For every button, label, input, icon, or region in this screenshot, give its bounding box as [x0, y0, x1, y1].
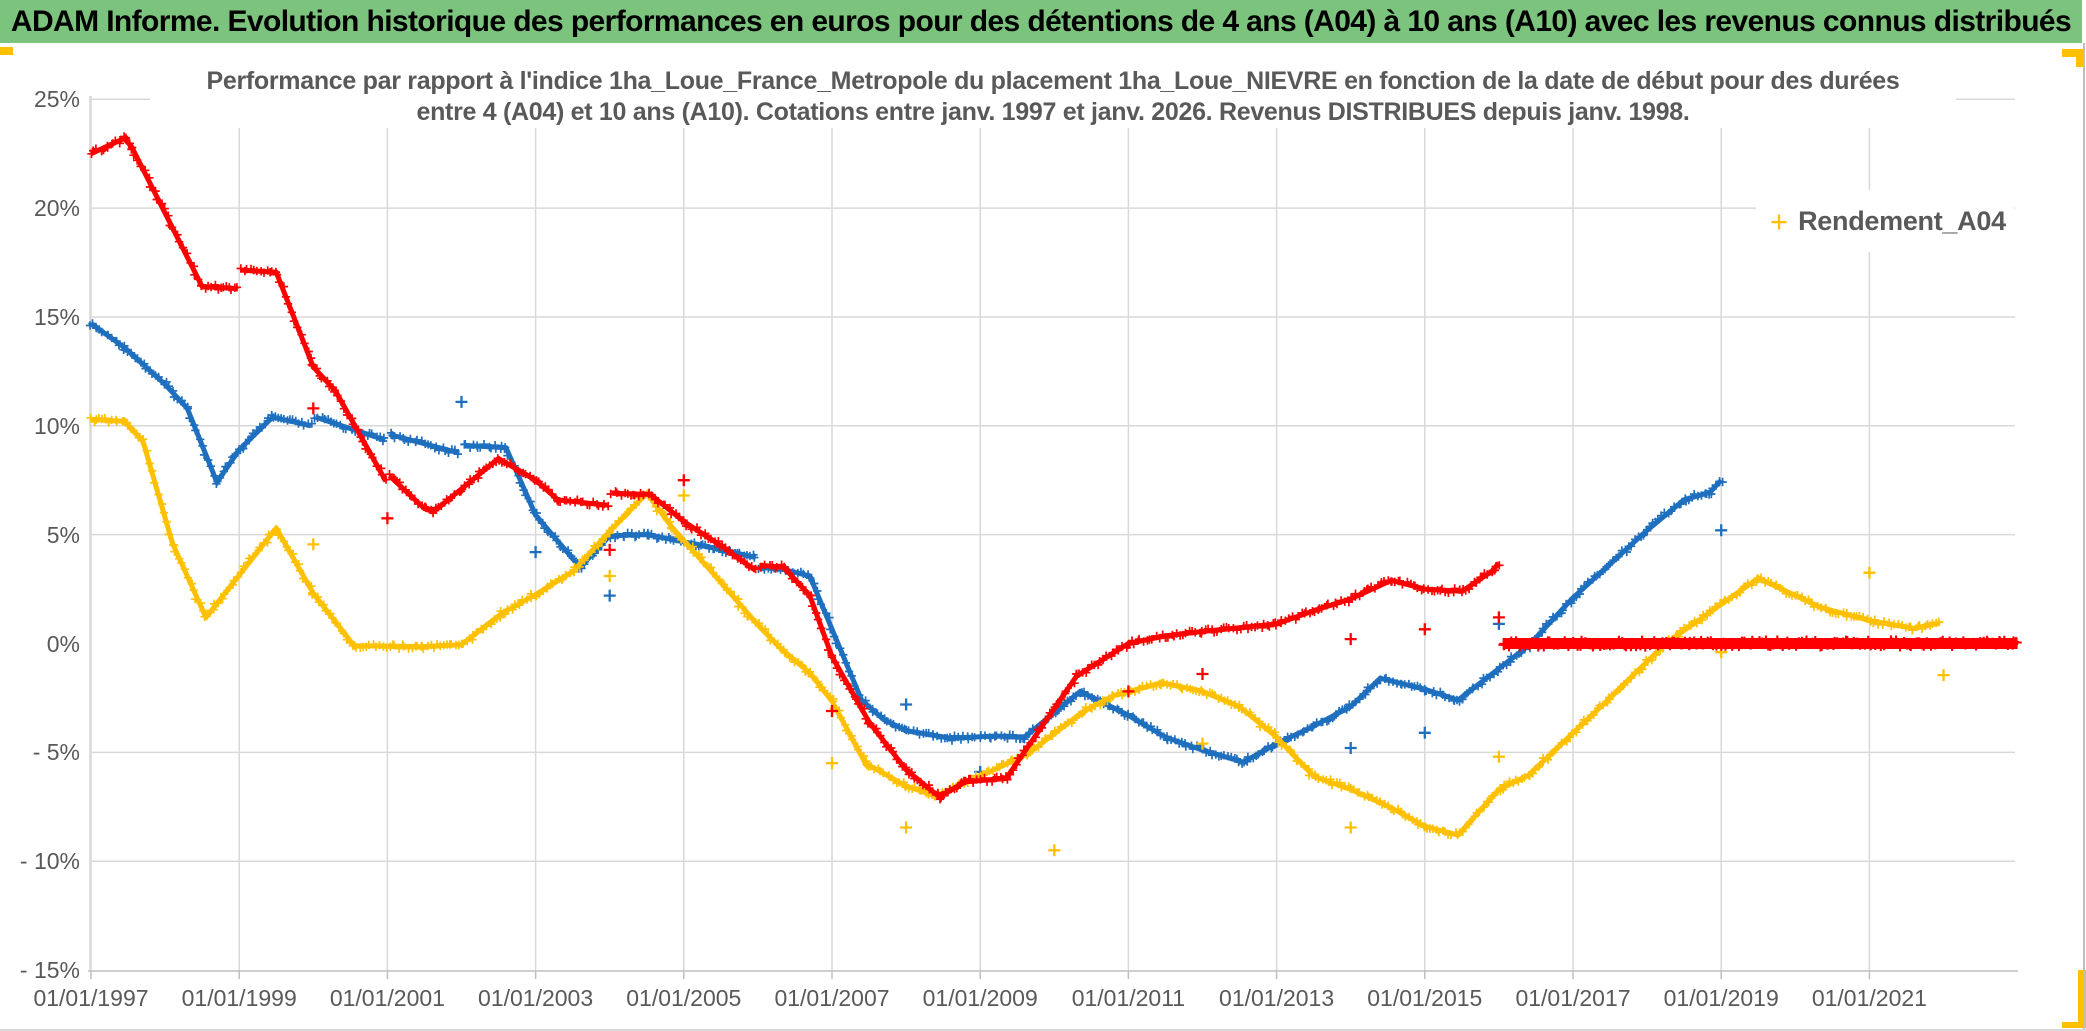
x-axis-label: 01/01/2021 [1811, 985, 1927, 1011]
window-border-right [2083, 43, 2085, 1031]
corner-accent-top-right-v [2076, 57, 2084, 67]
corner-accent-left [0, 47, 13, 55]
x-axis-label: 01/01/2019 [1663, 985, 1779, 1011]
series-red-zero-baseline-markers[interactable] [1498, 635, 2022, 652]
series-blue-a07-line[interactable] [759, 478, 1724, 765]
series-blue-a07-outlier-markers[interactable] [455, 395, 1728, 778]
x-axis-label: 01/01/2005 [626, 985, 742, 1011]
corner-accent-bottom-right-h [2062, 1022, 2086, 1028]
series-red-a10-outlier-markers[interactable] [307, 402, 1505, 717]
chart-title-line1: Performance par rapport à l'indice 1ha_L… [206, 67, 1900, 95]
series-yellow-rendement-a04-line[interactable] [90, 416, 1941, 838]
y-axis-label: - 5% [32, 739, 80, 766]
series-blue-a07-markers[interactable] [85, 319, 1727, 768]
y-axis-label: 10% [33, 412, 80, 439]
x-axis-label: 01/01/2013 [1219, 985, 1335, 1011]
header-bar: ADAM Informe. Evolution historique des p… [0, 0, 2082, 43]
page-title: ADAM Informe. Evolution historique des p… [10, 4, 2072, 38]
x-axis-label: 01/01/1999 [181, 985, 297, 1011]
plus-marker-icon: + [1770, 203, 1789, 239]
y-axis-label: - 15% [19, 957, 80, 984]
y-axis-label: - 10% [19, 848, 80, 875]
chart-title-line2: entre 4 (A04) et 10 ans (A10). Cotations… [416, 98, 1690, 126]
window-border-bottom [0, 1029, 2086, 1031]
y-axis-label: 5% [46, 521, 80, 548]
series-red-a10-line[interactable] [89, 135, 238, 292]
x-axis-label: 01/01/1997 [33, 985, 149, 1011]
corner-accent-top-right-h [2062, 49, 2084, 57]
x-axis-label: 01/01/2015 [1367, 985, 1483, 1011]
chart-title: Performance par rapport à l'indice 1ha_L… [150, 66, 1956, 128]
series-red-a10-markers[interactable] [87, 132, 1504, 804]
x-axis-label: 01/01/2017 [1515, 985, 1631, 1011]
y-axis-label: 25% [33, 86, 80, 113]
x-axis-label: 01/01/2011 [1071, 985, 1186, 1011]
y-axis-label: 20% [33, 195, 80, 222]
series-yellow-rendement-a04-outlier-markers[interactable] [307, 489, 1950, 857]
corner-accent-bottom-right-v [2078, 970, 2086, 1028]
x-axis-label: 01/01/2009 [922, 985, 1038, 1011]
y-axis-label: 15% [33, 303, 80, 330]
legend[interactable]: + Rendement_A04 [1756, 190, 2014, 252]
legend-label: Rendement_A04 [1798, 205, 2006, 236]
x-axis-label: 01/01/2003 [478, 985, 594, 1011]
x-axis-label: 01/01/2007 [774, 985, 890, 1011]
series-yellow-rendement-a04-markers[interactable] [86, 413, 1944, 840]
y-axis-label: 0% [46, 630, 80, 657]
x-axis-label: 01/01/2001 [329, 985, 445, 1011]
